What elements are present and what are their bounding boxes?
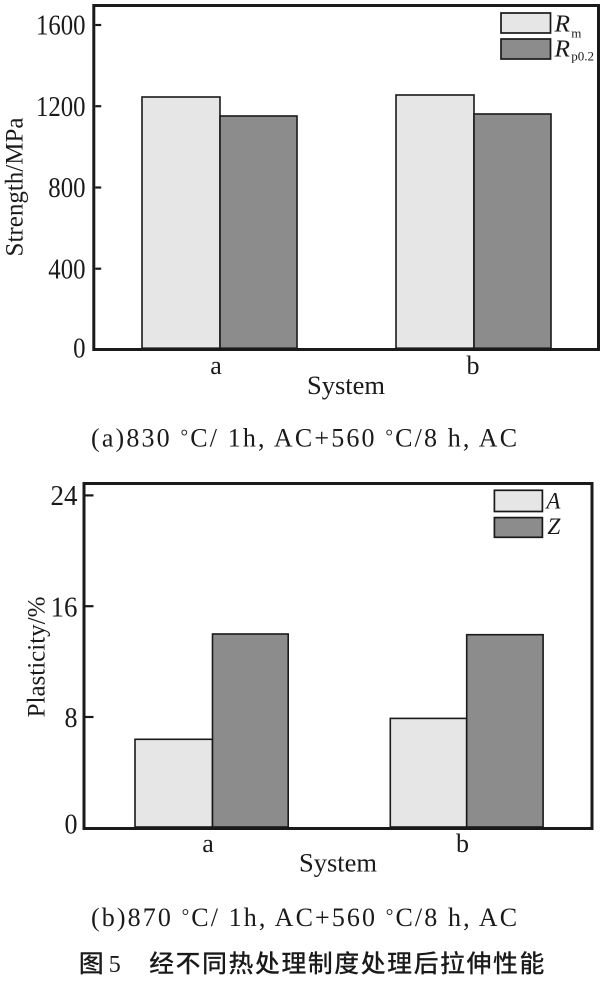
svg-text:16: 16	[51, 592, 78, 624]
svg-text:5: 5	[109, 952, 121, 978]
svg-text:24: 24	[51, 480, 78, 512]
svg-text:800: 800	[48, 172, 85, 204]
svg-text:Strength/MPa: Strength/MPa	[2, 118, 29, 257]
svg-text:0: 0	[73, 333, 85, 365]
svg-text:b: b	[456, 829, 469, 858]
svg-text:1200: 1200	[36, 91, 86, 123]
svg-text:a: a	[202, 829, 214, 858]
svg-text:a: a	[210, 351, 222, 380]
svg-text:System: System	[307, 371, 385, 400]
svg-text:1600: 1600	[36, 10, 86, 42]
svg-text:Plasticity/%: Plasticity/%	[24, 597, 51, 718]
svg-text:R: R	[553, 11, 570, 37]
svg-text:Z: Z	[547, 514, 560, 539]
svg-text:System: System	[299, 849, 377, 878]
svg-text:b: b	[467, 351, 480, 380]
svg-text:(b)870 °C/ 1h, AC+560 °C/8 h,: (b)870 °C/ 1h, AC+560 °C/8 h, AC	[91, 903, 519, 932]
svg-text:A: A	[544, 489, 561, 514]
svg-text:0: 0	[65, 809, 78, 841]
svg-text:p0.2: p0.2	[571, 49, 594, 64]
svg-text:8: 8	[65, 702, 78, 734]
svg-text:m: m	[571, 25, 581, 40]
svg-text:(a)830 °C/ 1h, AC+560 °C/8 h,: (a)830 °C/ 1h, AC+560 °C/8 h, AC	[91, 424, 519, 453]
svg-text:400: 400	[48, 253, 85, 285]
svg-text:R: R	[553, 36, 570, 62]
